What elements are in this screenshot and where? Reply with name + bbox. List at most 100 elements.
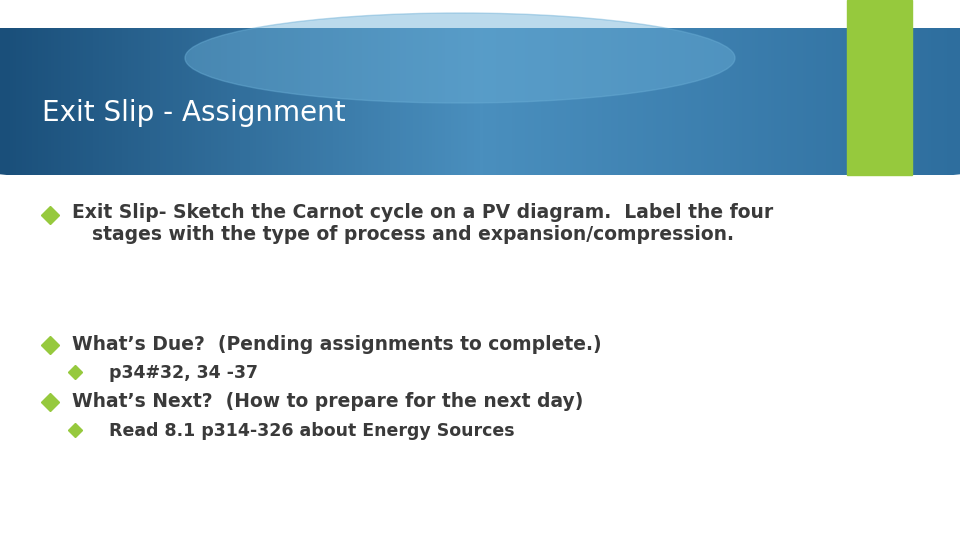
Bar: [669, 28, 673, 175]
Bar: [953, 28, 958, 175]
Bar: [640, 28, 644, 175]
Bar: [314, 28, 318, 175]
Bar: [957, 28, 960, 175]
Bar: [103, 28, 107, 175]
Bar: [0, 28, 4, 175]
Text: What’s Due?  (Pending assignments to complete.): What’s Due? (Pending assignments to comp…: [72, 335, 602, 354]
Bar: [876, 28, 881, 175]
Bar: [468, 28, 471, 175]
Bar: [502, 28, 507, 175]
Bar: [298, 28, 301, 175]
Bar: [720, 28, 724, 175]
Bar: [573, 28, 577, 175]
Bar: [368, 28, 372, 175]
Bar: [295, 28, 299, 175]
Bar: [329, 28, 334, 175]
Bar: [156, 28, 161, 175]
Bar: [838, 28, 843, 175]
Bar: [352, 28, 356, 175]
Bar: [391, 28, 395, 175]
Bar: [691, 28, 695, 175]
Bar: [477, 28, 481, 175]
Bar: [195, 28, 200, 175]
Bar: [448, 28, 452, 175]
Bar: [823, 28, 827, 175]
Bar: [67, 28, 71, 175]
Bar: [631, 28, 635, 175]
Bar: [317, 28, 321, 175]
Bar: [170, 28, 174, 175]
Bar: [922, 28, 925, 175]
Bar: [679, 28, 683, 175]
Bar: [7, 28, 11, 175]
Bar: [819, 28, 824, 175]
Bar: [804, 28, 807, 175]
Bar: [189, 28, 193, 175]
Bar: [77, 28, 81, 175]
Bar: [307, 28, 311, 175]
Text: Exit Slip - Assignment: Exit Slip - Assignment: [42, 99, 346, 127]
Bar: [931, 28, 935, 175]
Bar: [134, 28, 138, 175]
Bar: [512, 28, 516, 175]
Bar: [22, 28, 27, 175]
Bar: [396, 28, 401, 175]
Bar: [80, 28, 84, 175]
Bar: [483, 28, 488, 175]
Bar: [499, 28, 503, 175]
Bar: [403, 28, 407, 175]
Bar: [723, 28, 728, 175]
Bar: [285, 28, 289, 175]
Bar: [291, 28, 296, 175]
Text: Read 8.1 p314-326 about Energy Sources: Read 8.1 p314-326 about Energy Sources: [109, 422, 515, 440]
Bar: [444, 28, 449, 175]
Bar: [746, 28, 750, 175]
Bar: [204, 28, 209, 175]
Bar: [864, 28, 868, 175]
Bar: [381, 28, 385, 175]
Text: p34#32, 34 -37: p34#32, 34 -37: [109, 364, 258, 382]
Bar: [218, 28, 222, 175]
Bar: [173, 28, 177, 175]
Bar: [790, 28, 795, 175]
Bar: [166, 28, 171, 175]
Bar: [199, 28, 203, 175]
Bar: [576, 28, 580, 175]
Bar: [259, 28, 263, 175]
Bar: [96, 28, 100, 175]
Bar: [154, 28, 157, 175]
Bar: [588, 28, 593, 175]
Bar: [713, 28, 718, 175]
Bar: [518, 28, 522, 175]
Bar: [646, 28, 651, 175]
Bar: [256, 28, 260, 175]
Bar: [51, 28, 56, 175]
Bar: [420, 28, 423, 175]
Bar: [480, 28, 484, 175]
Bar: [326, 28, 330, 175]
Bar: [902, 28, 906, 175]
Bar: [202, 28, 205, 175]
Bar: [365, 28, 369, 175]
Bar: [112, 28, 116, 175]
Bar: [813, 28, 817, 175]
Bar: [221, 28, 225, 175]
Bar: [749, 28, 753, 175]
Bar: [560, 28, 564, 175]
Bar: [684, 28, 689, 175]
Bar: [675, 28, 680, 175]
Bar: [809, 28, 814, 175]
Bar: [454, 28, 459, 175]
Bar: [775, 28, 779, 175]
Bar: [99, 28, 104, 175]
Bar: [605, 28, 609, 175]
Bar: [214, 28, 219, 175]
Bar: [794, 28, 798, 175]
Bar: [592, 28, 596, 175]
Bar: [787, 28, 791, 175]
Bar: [905, 28, 910, 175]
Bar: [909, 28, 913, 175]
Bar: [461, 28, 465, 175]
Bar: [208, 28, 212, 175]
Bar: [826, 28, 829, 175]
